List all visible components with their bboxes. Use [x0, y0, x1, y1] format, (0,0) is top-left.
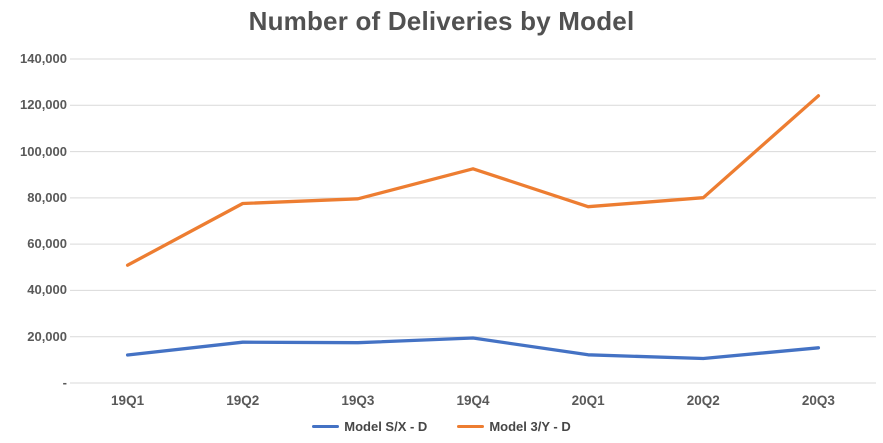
- x-tick-label: 19Q4: [456, 393, 490, 408]
- legend-label: Model S/X - D: [344, 419, 428, 434]
- legend-item-model-3-y-d: Model 3/Y - D: [457, 419, 571, 434]
- y-tick-label: 80,000: [27, 189, 67, 205]
- x-tick-label: 19Q2: [226, 393, 260, 408]
- x-tick-label: 20Q3: [801, 393, 835, 408]
- x-tick-label: 20Q1: [571, 393, 605, 408]
- y-tick-label: 100,000: [20, 143, 67, 159]
- x-tick-label: 20Q2: [686, 393, 720, 408]
- x-tick-label: 19Q1: [111, 393, 145, 408]
- x-tick-label: 19Q3: [341, 393, 375, 408]
- y-tick-label: 40,000: [27, 282, 67, 298]
- legend-label: Model 3/Y - D: [489, 419, 571, 434]
- y-tick-label: 120,000: [20, 97, 67, 113]
- chart-title: Number of Deliveries by Model: [248, 6, 635, 36]
- legend-line-swatch: [457, 424, 485, 429]
- y-tick-label: 60,000: [27, 236, 67, 252]
- legend-item-model-s-x-d: Model S/X - D: [312, 419, 427, 434]
- legend-line-swatch: [312, 424, 340, 429]
- y-tick-label: 20,000: [27, 328, 67, 344]
- series-line-model-3-y-d: [125, 94, 821, 267]
- legend: Model S/X - D Model 3/Y - D: [0, 419, 883, 434]
- y-tick-label: 140,000: [20, 51, 67, 66]
- series-line-model-s-x-d: [125, 336, 821, 361]
- y-tick-label: -: [62, 375, 67, 390]
